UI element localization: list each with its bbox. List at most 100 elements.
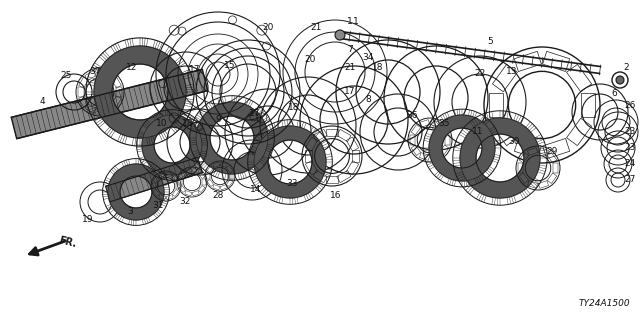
Bar (337, 129, 351, 141)
Bar (430, 120, 440, 127)
Bar (346, 137, 358, 151)
Text: TY24A1500: TY24A1500 (579, 299, 630, 308)
Text: 17: 17 (344, 87, 356, 97)
Bar (104, 104, 115, 113)
Bar (313, 129, 327, 141)
Text: 17: 17 (189, 66, 201, 75)
Text: 33: 33 (286, 180, 298, 188)
Text: 9: 9 (215, 116, 221, 124)
Bar (515, 139, 541, 159)
Text: 29: 29 (547, 148, 557, 156)
Text: 20: 20 (262, 23, 274, 33)
Text: 16: 16 (330, 191, 342, 201)
Bar (198, 172, 205, 179)
Bar (79, 77, 88, 88)
Text: 5: 5 (487, 37, 493, 46)
Text: 15: 15 (224, 60, 236, 69)
Text: 8: 8 (365, 95, 371, 105)
Text: 35: 35 (438, 119, 450, 129)
Text: 22: 22 (474, 69, 486, 78)
Bar (95, 70, 105, 76)
Bar (581, 93, 595, 117)
Bar (346, 161, 358, 175)
Bar (230, 173, 234, 179)
Text: 28: 28 (212, 191, 224, 201)
Bar (543, 51, 570, 71)
Bar (179, 179, 182, 185)
Bar (202, 179, 205, 185)
Polygon shape (12, 69, 208, 139)
Text: 23: 23 (624, 127, 636, 137)
Bar (192, 191, 199, 196)
Bar (85, 71, 96, 80)
Bar (527, 148, 538, 155)
Bar (179, 172, 186, 179)
Bar (519, 173, 529, 183)
Text: 18: 18 (372, 63, 384, 73)
Text: 7: 7 (347, 45, 353, 54)
Bar (227, 165, 233, 172)
Bar (553, 164, 558, 172)
Text: 31: 31 (152, 202, 164, 211)
Polygon shape (106, 157, 202, 202)
Text: 14: 14 (250, 186, 262, 195)
Bar (153, 189, 159, 196)
Bar (207, 180, 214, 187)
Circle shape (616, 76, 624, 84)
Bar (430, 153, 440, 160)
Bar (116, 87, 122, 97)
Bar (313, 171, 327, 183)
Bar (547, 173, 557, 183)
Bar (305, 150, 312, 162)
Text: 25: 25 (60, 71, 72, 81)
Bar (538, 181, 548, 188)
Bar (159, 172, 166, 177)
Text: 21: 21 (310, 23, 322, 33)
Text: 20: 20 (304, 55, 316, 65)
Text: 19: 19 (83, 215, 93, 225)
Bar (220, 162, 227, 167)
Text: 12: 12 (126, 63, 138, 73)
Bar (411, 145, 420, 156)
Bar (326, 129, 338, 136)
Text: 17: 17 (249, 109, 260, 118)
Bar (207, 173, 210, 179)
Bar (95, 108, 105, 114)
Bar (172, 175, 179, 183)
Bar (185, 168, 192, 173)
Text: 18: 18 (182, 118, 194, 127)
Bar (213, 185, 220, 190)
Text: 1: 1 (347, 18, 353, 27)
Text: 2: 2 (623, 63, 629, 73)
Bar (566, 118, 591, 146)
Bar (111, 96, 122, 107)
Text: 6: 6 (611, 90, 617, 99)
Text: 32: 32 (179, 197, 191, 206)
Text: 3: 3 (127, 207, 133, 217)
Bar (566, 64, 591, 92)
Bar (326, 176, 338, 183)
Bar (179, 185, 186, 193)
Text: 37: 37 (89, 68, 100, 76)
Bar (543, 139, 570, 159)
Bar (439, 145, 449, 156)
Bar (213, 162, 220, 167)
Text: 27: 27 (624, 175, 636, 185)
Bar (538, 148, 548, 155)
Bar (85, 104, 96, 113)
Text: 26: 26 (624, 100, 636, 109)
Bar (172, 189, 179, 196)
Bar (419, 153, 430, 160)
Text: 18: 18 (288, 102, 300, 111)
Bar (227, 180, 233, 187)
Bar (419, 120, 430, 127)
Bar (152, 183, 156, 189)
Text: 11: 11 (472, 127, 484, 137)
Bar (111, 77, 122, 88)
Bar (305, 161, 317, 175)
Text: 21: 21 (344, 63, 356, 73)
Text: 34: 34 (362, 53, 374, 62)
Text: FR.: FR. (58, 235, 78, 249)
Bar (518, 164, 523, 172)
Bar (176, 183, 180, 189)
